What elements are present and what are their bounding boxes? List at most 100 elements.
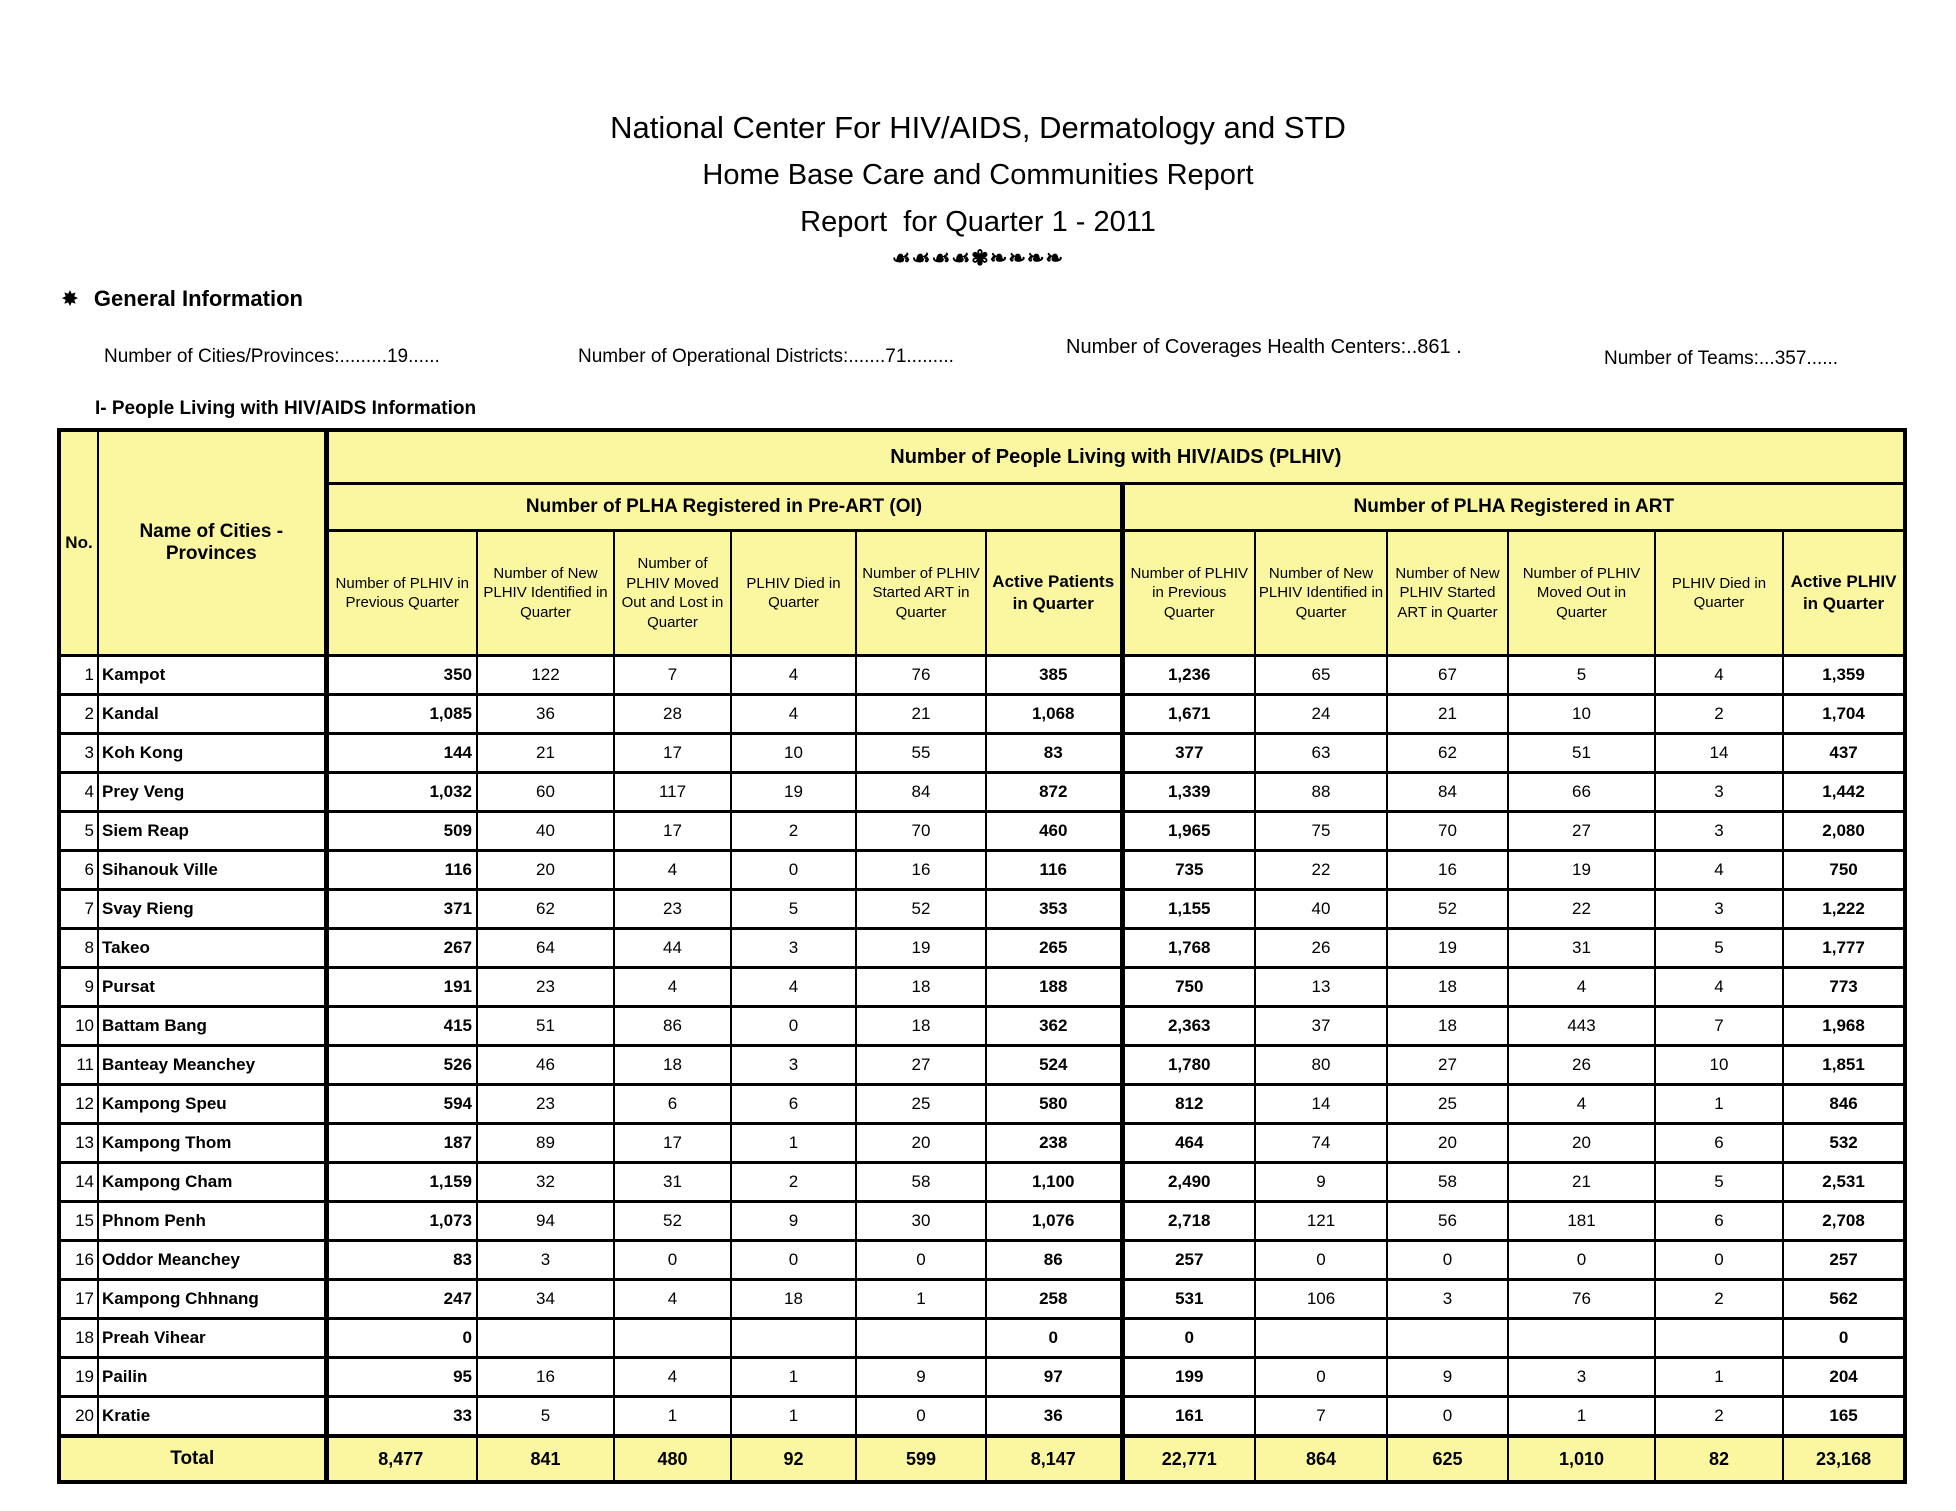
value-cell: 18: [1386, 1005, 1509, 1047]
value-cell: 62: [476, 888, 615, 930]
value-cell: 76: [1507, 1278, 1656, 1320]
value-cell: 25: [855, 1083, 987, 1125]
value-cell: 3: [730, 927, 857, 969]
value-cell: 20: [1507, 1122, 1656, 1164]
value-cell: 265: [985, 927, 1123, 969]
value-cell: 0: [855, 1239, 987, 1281]
value-cell: 117: [613, 771, 732, 813]
col-header-name: Name of Cities - Provinces: [97, 428, 329, 657]
value-cell: 188: [985, 966, 1123, 1008]
value-cell: 63: [1254, 732, 1388, 774]
value-cell: [613, 1317, 732, 1359]
province-name: Kampong Thom: [97, 1122, 327, 1164]
value-cell: 181: [1507, 1200, 1656, 1242]
value-cell: 18: [1386, 966, 1509, 1008]
value-cell: 3: [1386, 1278, 1509, 1320]
value-cell: 20: [855, 1122, 987, 1164]
value-cell: 4: [613, 1356, 732, 1398]
table-row: 10 Battam Bang 415 51 86 0 18 362 2,363 37 18 443 7 1…: [58, 1005, 1907, 1047]
value-cell: 17: [613, 732, 732, 774]
star-icon: ✸: [62, 289, 78, 310]
row-number: 9: [58, 966, 99, 1008]
value-cell: 0: [1254, 1356, 1388, 1398]
row-number: 15: [58, 1200, 99, 1242]
value-cell: 46: [476, 1044, 615, 1086]
value-cell: 531: [1119, 1278, 1256, 1320]
value-cell: 247: [323, 1278, 478, 1320]
total-value-cell: 23,168: [1781, 1434, 1907, 1484]
table-row: 18 Preah Vihear 0 0 0 0: [58, 1317, 1907, 1359]
value-cell: 3: [1507, 1356, 1656, 1398]
value-cell: 58: [855, 1161, 987, 1203]
value-cell: 1,222: [1781, 888, 1907, 930]
value-cell: 19: [1386, 927, 1509, 969]
value-cell: 16: [476, 1356, 615, 1398]
value-cell: 19: [730, 771, 857, 813]
value-cell: 4: [1654, 966, 1784, 1008]
province-name: Kampong Chhnang: [97, 1278, 327, 1320]
value-cell: 846: [1781, 1083, 1907, 1125]
row-number: 17: [58, 1278, 99, 1320]
row-number: 2: [58, 693, 99, 735]
value-cell: 1: [1507, 1395, 1656, 1438]
subgroup-header-pre-art: Number of PLHA Registered in Pre-ART (OI…: [323, 482, 1123, 532]
value-cell: 2,718: [1119, 1200, 1256, 1242]
value-cell: 36: [476, 693, 615, 735]
table-row: 4 Prey Veng 1,032 60 117 19 84 872 1,339 88 84 66 3 1…: [58, 771, 1907, 813]
value-cell: 121: [1254, 1200, 1388, 1242]
col-header-preart-new: Number of New PLHIV Identified in Quarte…: [476, 529, 615, 657]
value-cell: 6: [613, 1083, 732, 1125]
value-cell: 97: [985, 1356, 1123, 1398]
value-cell: 27: [1507, 810, 1656, 852]
province-name: Koh Kong: [97, 732, 327, 774]
col-header-no: No.: [58, 428, 99, 657]
value-cell: 9: [855, 1356, 987, 1398]
section-heading-plhiv: I- People Living with HIV/AIDS Informati…: [95, 398, 477, 419]
value-cell: 19: [855, 927, 987, 969]
value-cell: 524: [985, 1044, 1123, 1086]
value-cell: 20: [476, 849, 615, 891]
col-header-preart-moved-lost: Number of PLHIV Moved Out and Lost in Qu…: [613, 529, 732, 657]
report-subtitle: Home Base Care and Communities Report: [702, 159, 1254, 191]
value-cell: 23: [613, 888, 732, 930]
value-cell: 385: [985, 654, 1123, 696]
total-value-cell: 599: [855, 1434, 987, 1484]
province-name: Pailin: [97, 1356, 327, 1398]
col-header-preart-previous: Number of PLHIV in Previous Quarter: [323, 529, 478, 657]
value-cell: 2: [730, 810, 857, 852]
value-cell: 4: [1654, 654, 1784, 696]
value-cell: 165: [1781, 1395, 1907, 1438]
value-cell: 377: [1119, 732, 1256, 774]
value-cell: 95: [323, 1356, 478, 1398]
table-row: 19 Pailin 95 16 4 1 9 97 199 0 9 3 1 204: [58, 1356, 1907, 1398]
value-cell: 1,968: [1781, 1005, 1907, 1047]
value-cell: 10: [730, 732, 857, 774]
value-cell: 67: [1386, 654, 1509, 696]
row-number: 1: [58, 654, 99, 696]
health-centers-count: Number of Coverages Health Centers:..861…: [1066, 336, 1462, 358]
teams-count: Number of Teams:...357......: [1604, 348, 1839, 369]
province-name: Kampong Cham: [97, 1161, 327, 1203]
table-row: 14 Kampong Cham 1,159 32 31 2 58 1,100 2,490 9 58 2…: [58, 1161, 1907, 1203]
value-cell: 0: [1254, 1239, 1388, 1281]
value-cell: 460: [985, 810, 1123, 852]
value-cell: 1,671: [1119, 693, 1256, 735]
value-cell: 9: [1254, 1161, 1388, 1203]
row-number: 5: [58, 810, 99, 852]
value-cell: 415: [323, 1005, 478, 1047]
value-cell: 0: [1386, 1395, 1509, 1438]
value-cell: 5: [1654, 927, 1784, 969]
row-number: 13: [58, 1122, 99, 1164]
value-cell: 14: [1254, 1083, 1388, 1125]
value-cell: 19: [1507, 849, 1656, 891]
value-cell: [476, 1317, 615, 1359]
value-cell: [1654, 1317, 1784, 1359]
row-number: 7: [58, 888, 99, 930]
col-header-art-moved: Number of PLHIV Moved Out in Quarter: [1507, 529, 1656, 657]
value-cell: 37: [1254, 1005, 1388, 1047]
value-cell: 7: [613, 654, 732, 696]
value-cell: 13: [1254, 966, 1388, 1008]
total-value-cell: 22,771: [1119, 1434, 1256, 1484]
table-row: 9 Pursat 191 23 4 4 18 188 750 13 18 4 4 773: [58, 966, 1907, 1008]
report-title: National Center For HIV/AIDS, Dermatolog…: [610, 110, 1346, 145]
